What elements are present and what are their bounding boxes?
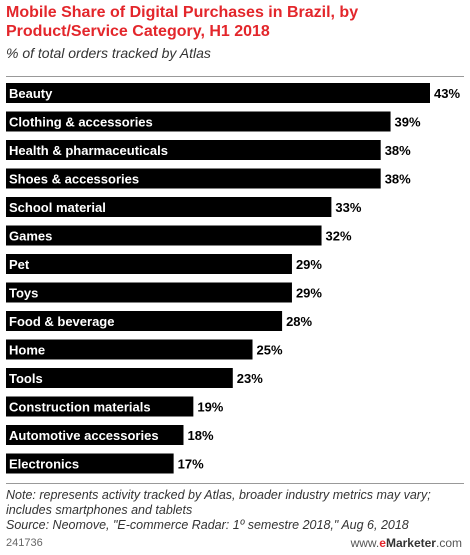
value-label: 18% xyxy=(187,428,213,443)
brand-e: e xyxy=(379,536,386,550)
value-label: 32% xyxy=(326,229,352,244)
category-label: Home xyxy=(9,343,45,358)
bar xyxy=(6,368,233,388)
category-label: Automotive accessories xyxy=(9,428,159,443)
category-label: Pet xyxy=(9,257,30,272)
value-label: 29% xyxy=(296,286,322,301)
bar xyxy=(6,425,184,445)
value-label: 19% xyxy=(197,400,223,415)
category-label: Toys xyxy=(9,286,38,301)
bar xyxy=(6,111,391,132)
bar xyxy=(6,83,430,103)
category-label: Games xyxy=(9,229,52,244)
bar xyxy=(6,254,292,274)
category-label: Construction materials xyxy=(9,400,151,415)
category-label: Beauty xyxy=(9,86,53,101)
top-divider xyxy=(6,76,464,77)
bar xyxy=(6,282,292,303)
bar xyxy=(6,396,194,417)
category-label: Health & pharmaceuticals xyxy=(9,143,168,158)
value-label: 23% xyxy=(237,371,263,386)
chart-note: Note: represents activity tracked by Atl… xyxy=(6,488,431,517)
bar xyxy=(6,339,253,360)
value-label: 38% xyxy=(385,143,411,158)
category-label: Shoes & accessories xyxy=(9,172,139,187)
value-label: 39% xyxy=(395,115,421,130)
brand-prefix: www. xyxy=(350,536,380,550)
chart-id: 241736 xyxy=(6,537,43,549)
category-label: School material xyxy=(9,200,106,215)
bar xyxy=(6,168,381,189)
value-label: 38% xyxy=(385,172,411,187)
chart-subtitle: % of total orders tracked by Atlas xyxy=(6,45,211,61)
value-label: 28% xyxy=(286,314,312,329)
bar xyxy=(6,197,332,217)
value-label: 25% xyxy=(257,343,283,358)
brand-name: Marketer xyxy=(385,536,436,550)
bar xyxy=(6,225,322,246)
emarketer-logo[interactable]: www.eMarketer.com xyxy=(351,536,462,550)
category-label: Tools xyxy=(9,371,43,386)
category-label: Food & beverage xyxy=(9,314,114,329)
value-label: 33% xyxy=(335,200,361,215)
bar xyxy=(6,311,283,331)
chart-title: Mobile Share of Digital Purchases in Bra… xyxy=(6,4,359,40)
value-label: 29% xyxy=(296,257,322,272)
chart-source: Source: Neomove, "E-commerce Radar: 1º s… xyxy=(6,518,409,532)
bar xyxy=(6,140,381,160)
category-label: Electronics xyxy=(9,457,79,472)
bottom-divider xyxy=(6,483,464,484)
bar xyxy=(6,453,174,474)
brand-suffix: .com xyxy=(435,536,462,550)
bar-chart: Beauty 43% Clothing & accessories 39% Health… xyxy=(6,83,460,474)
value-label: 17% xyxy=(178,457,204,472)
value-label: 43% xyxy=(434,86,460,101)
category-label: Clothing & accessories xyxy=(9,115,153,130)
